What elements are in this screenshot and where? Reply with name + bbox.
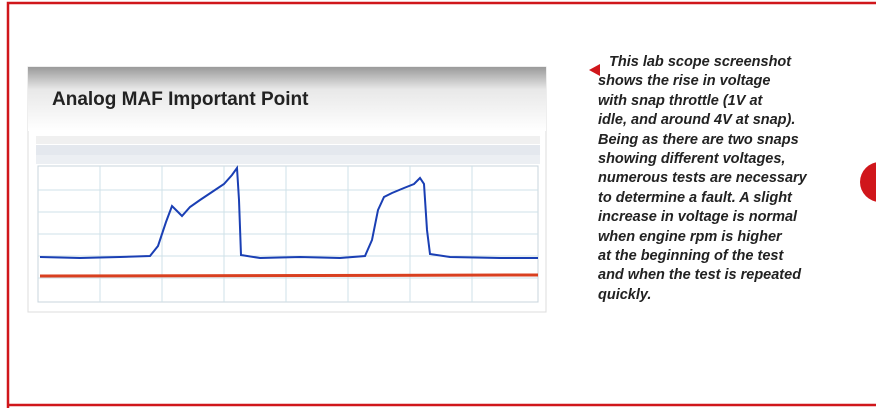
caption-line: numerous tests are necessary [598,170,807,186]
caption-line: with snap throttle (1V at [598,93,762,109]
caption-line: and when the test is repeated [598,267,801,283]
caption-line: to determine a fault. A slight [598,190,792,206]
caption-line: at the beginning of the test [598,248,783,264]
toolbar [36,155,540,164]
caption-line: showing different voltages, [598,151,785,167]
caption-line: when engine rpm is higher [598,229,782,245]
slide-title: Analog MAF Important Point [52,89,308,111]
page-badge [860,162,876,202]
caption-line: shows the rise in voltage [598,73,770,89]
caption-line: quickly. [598,287,651,303]
caption-line: This lab scope screenshot [609,54,791,70]
toolbar [36,145,540,155]
waveform-reference [40,275,538,276]
caption-line: idle, and around 4V at snap). [598,112,795,128]
menu-bar [36,136,540,144]
page: Analog MAF Important Point This lab scop… [0,0,876,408]
caption-line: increase in voltage is normal [598,209,797,225]
caption-line: Being as there are two snaps [598,132,799,148]
